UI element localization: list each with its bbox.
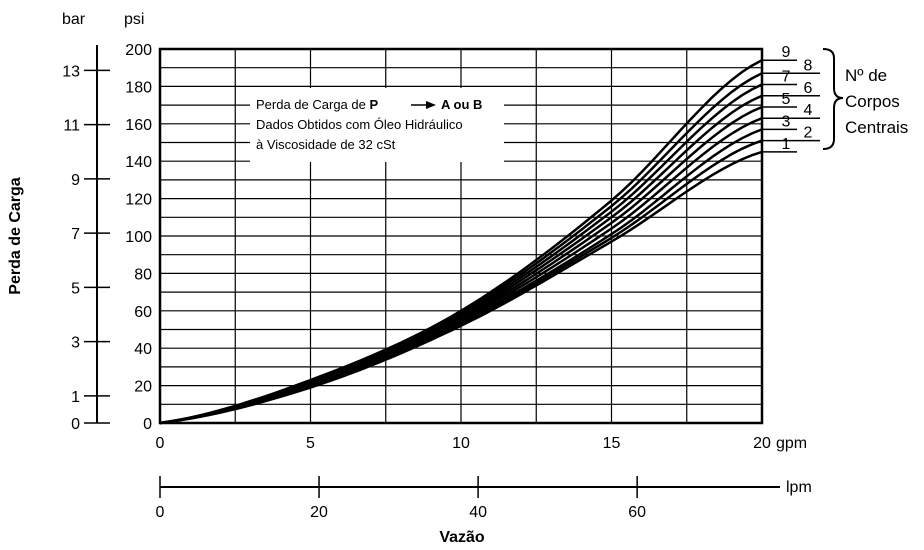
legend-label-7: 7: [782, 69, 791, 86]
lpm-tick-label: 20: [310, 504, 328, 521]
series-line-9: [159, 59, 763, 425]
gpm-unit-label: gpm: [776, 435, 807, 452]
annotation-line-1-prefix: Perda de Carga de: [256, 97, 369, 112]
bar-tick-label: 7: [71, 226, 80, 243]
psi-axis: 0 20 40 60 80 100 120 140 160 180 200 psi: [124, 11, 152, 433]
psi-tick-label: 120: [125, 192, 152, 209]
gpm-tick-label: 20: [753, 435, 771, 452]
psi-tick-label: 40: [134, 341, 152, 358]
legend-label-5: 5: [782, 91, 791, 108]
legend-label-3: 3: [782, 113, 791, 130]
psi-unit-label: psi: [124, 11, 144, 28]
psi-tick-label: 160: [125, 117, 152, 134]
series-curves: [159, 59, 763, 425]
legend-label-1: 1: [782, 136, 791, 153]
psi-tick-label: 180: [125, 79, 152, 96]
psi-tick-label: 60: [134, 304, 152, 321]
psi-tick-label: 140: [125, 154, 152, 171]
legend-title-line: Nº de: [845, 66, 887, 85]
gpm-tick-label: 5: [306, 435, 315, 452]
legend-title-line: Centrais: [845, 118, 908, 137]
y-axis-title: Perda de Carga: [7, 177, 24, 294]
annotation-line-3: à Viscosidade de 32 cSt: [256, 137, 396, 152]
gpm-tick-label: 15: [603, 435, 621, 452]
lpm-tick-label: 60: [628, 504, 646, 521]
psi-tick-label: 200: [125, 42, 152, 59]
annotation-background: [250, 88, 504, 162]
bar-tick-label: 11: [63, 118, 80, 135]
legend-brace: [822, 48, 844, 150]
bar-tick-label: 1: [71, 389, 80, 406]
lpm-tick-label: 40: [469, 504, 487, 521]
x-axis-title: Vazão: [439, 529, 485, 546]
psi-tick-label: 80: [134, 266, 152, 283]
chart-annotation: Perda de Carga de P A ou B Dados Obtidos…: [250, 88, 504, 162]
legend-title-line: Corpos: [845, 92, 900, 111]
annotation-line-1-bold: P: [369, 97, 378, 112]
psi-tick-label: 100: [125, 229, 152, 246]
gpm-tick-label: 0: [156, 435, 165, 452]
gpm-axis: 0 5 10 15 20 gpm: [156, 435, 808, 452]
legend-label-2: 2: [804, 125, 813, 142]
plot-frame: [158, 47, 764, 425]
bar-tick-label: 13: [62, 63, 80, 80]
bar-tick-label: 0: [71, 416, 80, 433]
arrow-icon: [411, 101, 436, 109]
lpm-unit-label: lpm: [786, 479, 812, 496]
psi-tick-label: 0: [143, 416, 152, 433]
annotation-line-1: Perda de Carga de P: [256, 97, 378, 112]
bar-unit-label: bar: [62, 11, 86, 28]
legend-label-8: 8: [804, 57, 813, 74]
legend-label-6: 6: [804, 80, 813, 97]
bar-tick-label: 5: [71, 280, 80, 297]
annotation-line-2: Dados Obtidos com Óleo Hidráulico: [256, 117, 463, 132]
legend-label-9: 9: [782, 44, 791, 61]
bar-tick-label: 9: [71, 172, 80, 189]
psi-tick-label: 20: [134, 379, 152, 396]
bar-tick-label: 3: [71, 335, 80, 352]
lpm-tick-label: 0: [156, 504, 165, 521]
lpm-axis: 0 20 40 60 lpm: [156, 476, 812, 521]
legend-label-4: 4: [804, 102, 813, 119]
gpm-tick-label: 10: [452, 435, 470, 452]
annotation-line-1-target: A ou B: [441, 97, 482, 112]
